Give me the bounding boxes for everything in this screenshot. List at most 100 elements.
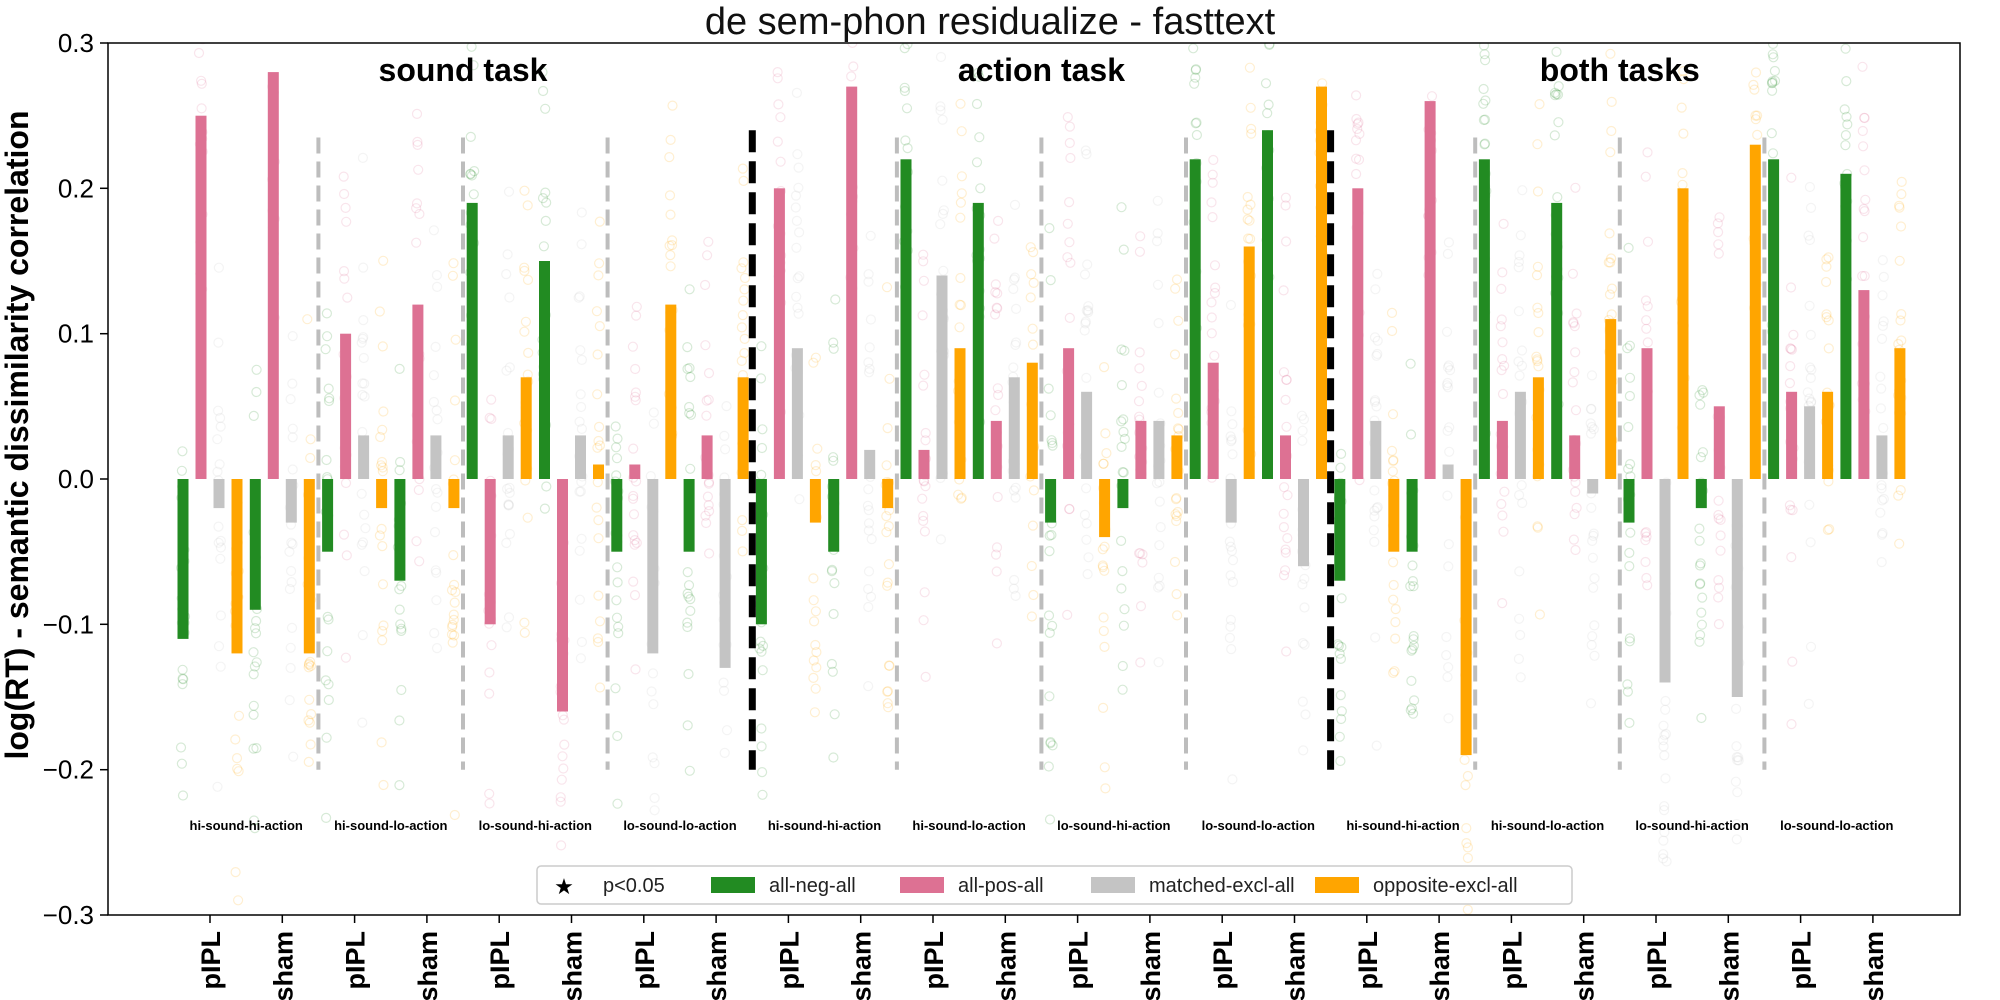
scatter-point (1568, 534, 1580, 545)
scatter-point (1589, 650, 1600, 661)
scatter-point (1188, 43, 1199, 54)
scatter-point (358, 332, 369, 343)
scatter-point (177, 790, 189, 801)
scatter-point (1225, 621, 1236, 632)
scatter-point (177, 446, 188, 457)
bar-opposite-excl-all-11 (954, 348, 966, 479)
scatter-point (1694, 560, 1706, 571)
scatter-point (1478, 83, 1489, 95)
scatter-point (339, 188, 350, 200)
scatter-point (1531, 270, 1543, 281)
legend-star-icon: ★ (554, 874, 574, 899)
bar-all-neg-all-19 (1478, 159, 1490, 480)
scatter-point (538, 241, 550, 252)
scatter-point (1064, 137, 1075, 149)
scatter-point (1442, 362, 1454, 373)
scatter-point (863, 525, 874, 536)
bar-matched-excl-all-7 (647, 479, 659, 654)
scatter-point (1876, 529, 1888, 540)
scatter-point (808, 595, 819, 606)
scatter-point (882, 698, 893, 709)
scatter-point (1748, 79, 1759, 91)
scatter-point (847, 43, 858, 48)
scatter-point (197, 26, 206, 35)
scatter-point (1406, 645, 1417, 656)
scatter-point (1695, 399, 1706, 410)
scatter-point (683, 401, 695, 413)
scatter-point (412, 136, 423, 147)
scatter-point (1788, 329, 1799, 340)
scatter-point (1641, 315, 1652, 326)
scatter-point (664, 240, 675, 251)
scatter-point (1101, 448, 1112, 459)
bar-all-pos-all-19 (1496, 420, 1508, 479)
scatter-point (808, 357, 819, 368)
scatter-point (178, 674, 189, 685)
x-tick-label: sham (847, 931, 877, 1000)
scatter-point (196, 75, 207, 86)
scatter-point (1044, 223, 1055, 234)
scatter-point (287, 378, 298, 389)
scatter-point (504, 528, 515, 540)
scatter-point (465, 168, 476, 179)
scatter-point (648, 407, 659, 418)
scatter-point (320, 675, 331, 686)
scatter-point (468, 60, 479, 71)
scatter-point (1010, 337, 1022, 348)
scatter-point (793, 308, 804, 319)
scatter-point (1624, 372, 1636, 383)
scatter-point (1659, 730, 1670, 741)
bar-all-neg-all-20 (1551, 202, 1563, 479)
scatter-point (359, 378, 370, 389)
scatter-point (592, 389, 603, 400)
scatter-point (1605, 48, 1616, 59)
scatter-point (357, 378, 368, 389)
scatter-point (522, 512, 533, 523)
x-tick-label: sham (1714, 931, 1744, 1000)
scatter-point (1713, 248, 1724, 259)
scatter-point (1587, 535, 1598, 547)
scatter-point (1804, 234, 1816, 246)
bar-matched-excl-all-2 (285, 479, 297, 523)
scatter-point (1169, 556, 1181, 568)
scatter-point (1840, 43, 1851, 54)
scatter-point (1099, 641, 1110, 653)
scatter-point (214, 459, 225, 470)
scatter-point (1715, 514, 1726, 526)
scatter-point (1300, 709, 1311, 720)
scatter-point (1803, 698, 1814, 710)
scatter-point (357, 537, 369, 548)
scatter-point (1532, 522, 1543, 533)
scatter-point (1243, 233, 1254, 244)
scatter-point (1336, 706, 1347, 717)
legend-swatch-all-pos-all (900, 877, 944, 893)
scatter-point (917, 310, 928, 321)
scatter-point (991, 302, 1002, 313)
scatter-point (919, 587, 930, 598)
scatter-point (448, 614, 459, 626)
scatter-point (1640, 528, 1651, 539)
scatter-point (682, 363, 693, 374)
scatter-point (250, 623, 261, 634)
scatter-point (630, 664, 641, 675)
scatter-point (1443, 662, 1454, 673)
scatter-point (918, 615, 929, 626)
scatter-point (792, 273, 803, 284)
scatter-point (1713, 239, 1724, 250)
scatter-point (1859, 270, 1870, 282)
scatter-point (1513, 653, 1525, 665)
scatter-point (1172, 506, 1183, 518)
x-tick-label: pIPL (1208, 931, 1238, 990)
scatter-point (1712, 227, 1724, 238)
scatter-point (666, 235, 678, 246)
scatter-point (684, 284, 695, 295)
scatter-point (1115, 535, 1127, 547)
scatter-point (1171, 588, 1182, 600)
scatter-point (1753, 43, 1760, 44)
scatter-point (1227, 419, 1238, 430)
scatter-point (1462, 904, 1473, 915)
bar-matched-excl-all-24 (1876, 435, 1888, 479)
scatter-point (593, 258, 605, 269)
scatter-point (738, 295, 749, 306)
scatter-point (775, 156, 786, 167)
